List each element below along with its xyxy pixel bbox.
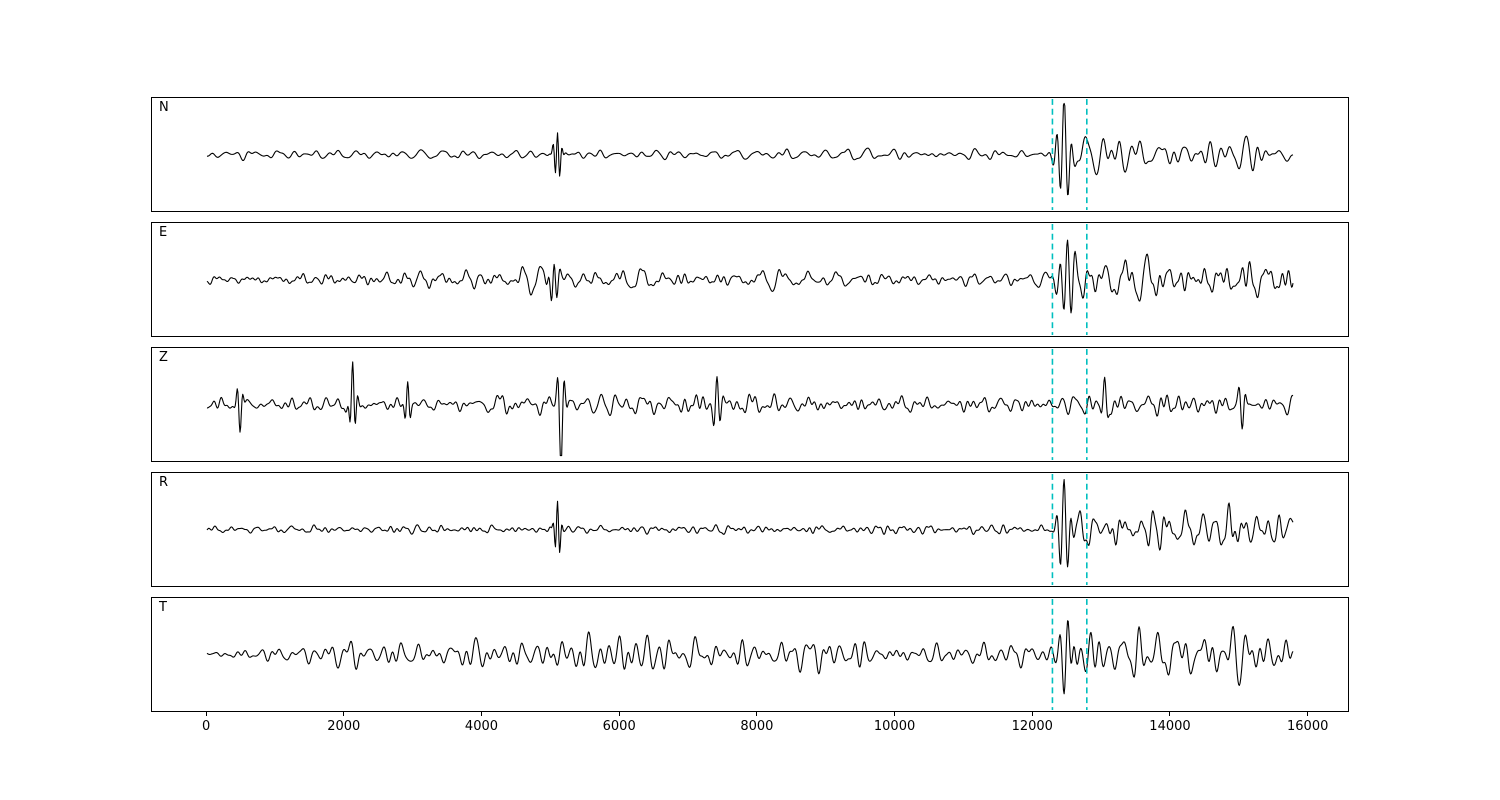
waveform-plot-Z [206,348,1294,461]
x-tick-mark [894,712,896,716]
panel-label-T: T [159,600,167,615]
panel-E: E [151,222,1349,337]
panel-T: T [151,597,1349,712]
x-tick-mark [480,712,482,716]
waveform-plot-T [206,598,1294,711]
waveform-plot-N [206,98,1294,211]
x-axis: 0 2000 4000 6000 8000 10000 12000 14000 16000 [151,712,1349,746]
x-tick-label: 4000 [464,719,499,734]
waveform-plot-R [206,473,1294,586]
seismic-trace [206,361,1294,457]
panel-N: N [151,97,1349,212]
x-tick-label: 12000 [1011,719,1053,734]
waveform-plot-E [206,223,1294,336]
x-tick-label: 16000 [1287,719,1329,734]
panel-Z: Z [151,347,1349,462]
x-tick-mark [1307,712,1309,716]
x-tick-label: 0 [201,719,211,734]
seismic-trace [206,620,1294,695]
x-tick-mark [618,712,620,716]
panel-R: R [151,472,1349,587]
x-tick-label: 10000 [873,719,916,734]
panel-label-E: E [159,225,168,240]
panel-label-R: R [159,475,169,490]
x-tick-label: 2000 [327,719,361,734]
x-tick-label: 6000 [602,719,636,734]
x-tick-mark [1031,712,1033,716]
panel-label-N: N [159,100,169,115]
seismic-trace [206,239,1294,314]
seismic-trace [206,102,1294,196]
seismic-trace [206,479,1294,568]
x-tick-label: 14000 [1149,719,1191,734]
x-tick-mark [343,712,345,716]
x-tick-mark [1169,712,1171,716]
panel-label-Z: Z [159,350,168,365]
x-tick-label: 8000 [740,719,774,734]
x-tick-mark [205,712,207,716]
x-tick-mark [756,712,758,716]
